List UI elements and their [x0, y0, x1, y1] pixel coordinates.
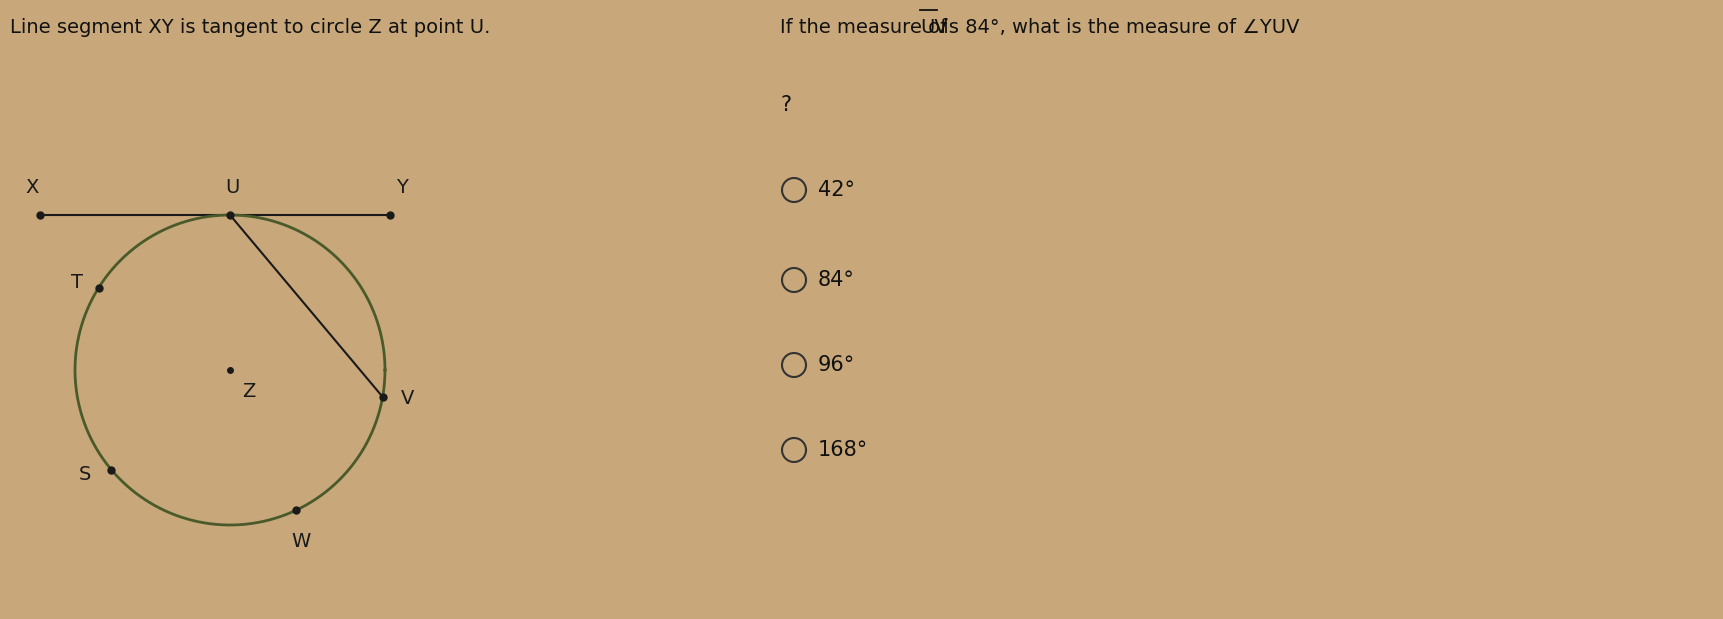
Text: T: T: [71, 274, 83, 292]
Text: Y: Y: [396, 178, 408, 197]
Text: S: S: [79, 465, 91, 484]
Text: 96°: 96°: [818, 355, 855, 375]
Text: 84°: 84°: [818, 270, 855, 290]
Text: 168°: 168°: [818, 440, 868, 460]
Text: V: V: [401, 389, 414, 409]
Text: ?: ?: [781, 95, 791, 115]
Text: is 84°, what is the measure of ∠YUV: is 84°, what is the measure of ∠YUV: [937, 18, 1299, 37]
Text: Z: Z: [241, 382, 255, 401]
Text: UV: UV: [920, 18, 948, 37]
Text: X: X: [26, 178, 38, 197]
Text: W: W: [291, 532, 310, 552]
Text: U: U: [224, 178, 239, 197]
Text: Line segment XY is tangent to circle Z at point U.: Line segment XY is tangent to circle Z a…: [10, 18, 491, 37]
Text: If the measure of: If the measure of: [781, 18, 953, 37]
Text: 42°: 42°: [818, 180, 855, 200]
